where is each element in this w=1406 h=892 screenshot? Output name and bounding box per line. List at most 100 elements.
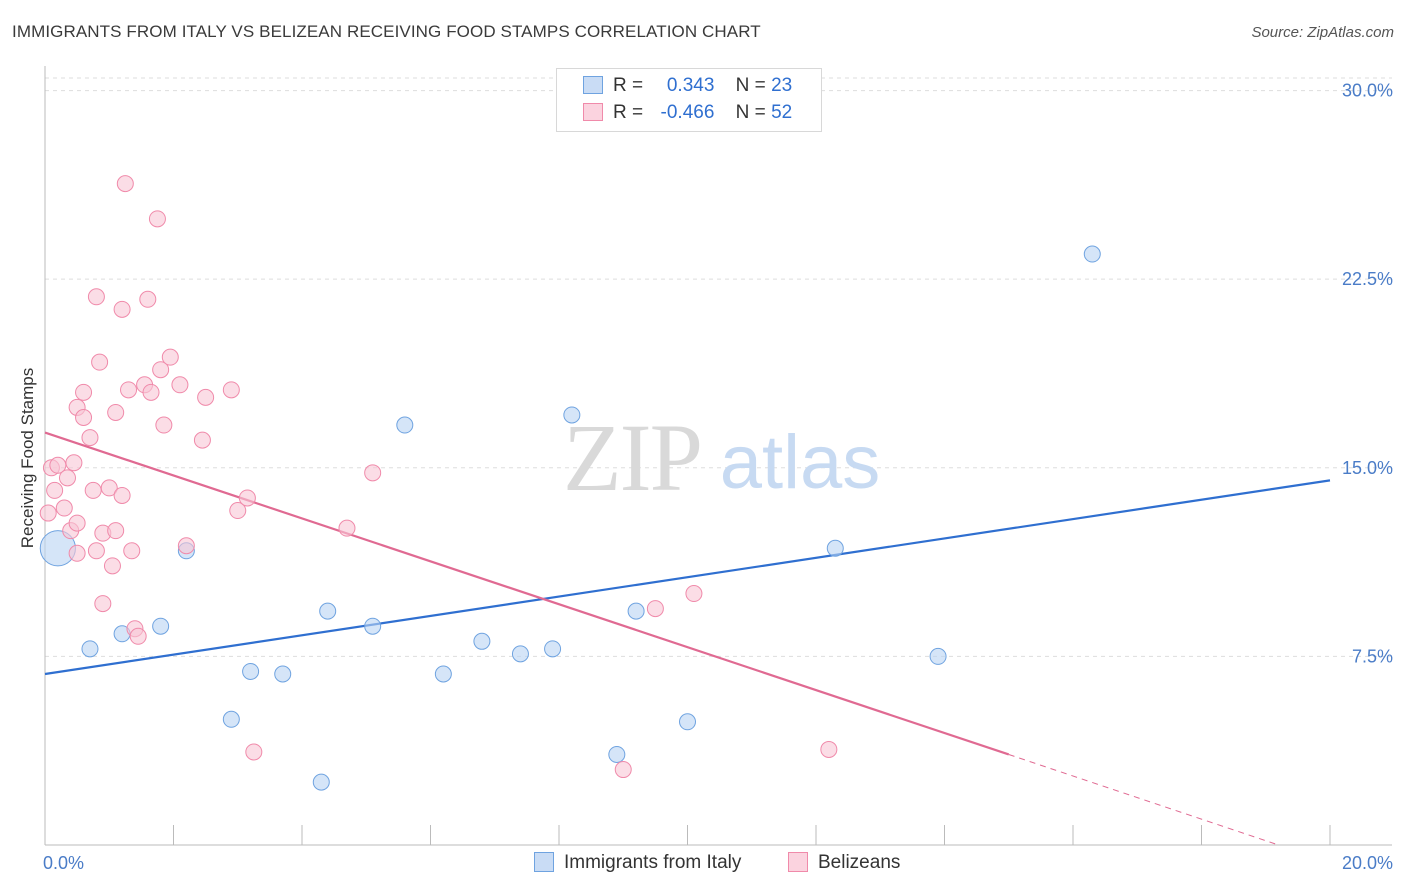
point-belizeans xyxy=(39,504,57,522)
point-italy xyxy=(222,710,240,728)
point-belizeans xyxy=(614,761,632,779)
point-belizeans xyxy=(152,361,170,379)
legend-n-label: N = xyxy=(735,75,766,96)
point-belizeans xyxy=(155,416,173,434)
point-belizeans xyxy=(646,600,664,618)
point-italy xyxy=(563,406,581,424)
point-belizeans xyxy=(100,479,118,497)
point-italy xyxy=(679,713,696,731)
correlation-legend: R = 0.343 N = 23 R = -0.466 N = 52 xyxy=(556,68,822,132)
point-italy xyxy=(274,665,292,683)
watermark-zip: ZIP xyxy=(563,404,701,511)
series-legend: Immigrants from Italy Belizeans xyxy=(0,852,1406,878)
point-belizeans xyxy=(245,743,263,761)
source-label: Source: ZipAtlas.com xyxy=(1251,24,1394,41)
legend-n-label: N = xyxy=(735,102,766,123)
x-tick-label: 20.0% xyxy=(1342,853,1393,873)
grid-lines xyxy=(45,77,1392,657)
point-belizeans xyxy=(197,388,215,406)
tick-labels: 7.5% 15.0% 22.5% 30.0% 0.0% 20.0% xyxy=(43,81,1393,873)
legend-r-value: -0.466 xyxy=(660,102,715,123)
point-belizeans xyxy=(58,469,76,487)
point-italy xyxy=(544,640,562,658)
series-legend-italy: Immigrants from Italy xyxy=(534,852,741,874)
point-italy xyxy=(434,665,452,683)
y-tick-label: 7.5% xyxy=(1352,646,1393,666)
point-belizeans xyxy=(139,290,157,308)
y-tick-label: 22.5% xyxy=(1342,269,1393,289)
legend-swatch-belizeans xyxy=(583,103,603,121)
point-belizeans xyxy=(161,348,179,366)
point-belizeans xyxy=(177,537,195,555)
legend-n-value: 23 xyxy=(771,75,793,96)
point-belizeans xyxy=(107,522,125,540)
point-belizeans xyxy=(65,454,83,472)
point-italy xyxy=(473,632,491,650)
trend-lines xyxy=(44,431,1331,846)
point-belizeans xyxy=(87,288,105,306)
legend-r-label: R = xyxy=(613,75,644,96)
legend-r-value: 0.343 xyxy=(666,75,715,96)
point-belizeans xyxy=(685,585,703,603)
point-belizeans xyxy=(338,519,356,537)
legend-r-label: R = xyxy=(613,102,644,123)
legend-row-italy: R = 0.343 N = 23 xyxy=(583,75,792,101)
data-points xyxy=(39,175,1101,791)
point-italy xyxy=(627,602,645,620)
point-belizeans xyxy=(87,542,105,560)
trend-line-italy xyxy=(44,479,1331,676)
axes xyxy=(44,66,1392,846)
point-italy xyxy=(929,647,947,665)
point-belizeans xyxy=(113,486,131,504)
series-name-italy: Immigrants from Italy xyxy=(564,852,742,873)
point-italy xyxy=(1083,245,1101,263)
series-legend-belizeans: Belizeans xyxy=(788,852,900,874)
point-italy xyxy=(396,416,414,434)
point-belizeans xyxy=(91,353,109,371)
point-belizeans xyxy=(68,514,86,532)
point-belizeans xyxy=(142,383,160,401)
trend-line-belizeans xyxy=(44,431,1010,756)
point-belizeans xyxy=(364,464,382,482)
point-belizeans xyxy=(68,544,86,562)
point-belizeans xyxy=(820,740,838,758)
point-italy xyxy=(242,662,260,680)
legend-n-value: 52 xyxy=(771,102,793,123)
y-axis-label: Receiving Food Stamps xyxy=(18,368,37,548)
point-belizeans xyxy=(229,502,247,520)
point-italy xyxy=(826,539,844,557)
watermark: ZIP atlas xyxy=(563,404,880,511)
y-tick-label: 30.0% xyxy=(1342,81,1393,101)
y-tick-label: 15.0% xyxy=(1342,458,1393,478)
point-belizeans xyxy=(55,499,73,517)
trend-line-belizeans-extension xyxy=(1008,753,1279,846)
series-swatch-italy xyxy=(534,852,554,872)
legend-swatch-italy xyxy=(583,76,603,94)
series-swatch-belizeans xyxy=(788,852,808,872)
point-italy xyxy=(312,773,330,791)
legend-row-belizeans: R = -0.466 N = 52 xyxy=(583,102,792,128)
point-belizeans xyxy=(238,489,256,507)
point-belizeans xyxy=(222,381,240,399)
point-belizeans xyxy=(75,383,93,401)
series-name-belizeans: Belizeans xyxy=(818,852,901,873)
point-belizeans xyxy=(171,376,189,394)
point-italy xyxy=(152,617,170,635)
point-belizeans xyxy=(123,542,141,560)
point-belizeans xyxy=(75,408,93,426)
point-belizeans xyxy=(94,595,112,613)
point-belizeans xyxy=(193,431,211,449)
point-belizeans xyxy=(148,210,166,228)
chart-title: IMMIGRANTS FROM ITALY VS BELIZEAN RECEIV… xyxy=(12,22,761,41)
point-belizeans xyxy=(107,403,125,421)
watermark-atlas: atlas xyxy=(720,420,881,505)
point-belizeans xyxy=(113,300,131,318)
point-belizeans xyxy=(84,481,102,499)
point-belizeans xyxy=(129,627,147,645)
point-belizeans xyxy=(116,175,134,193)
point-italy xyxy=(81,640,99,658)
point-italy xyxy=(511,645,529,663)
point-belizeans xyxy=(46,481,64,499)
point-italy xyxy=(364,617,382,635)
